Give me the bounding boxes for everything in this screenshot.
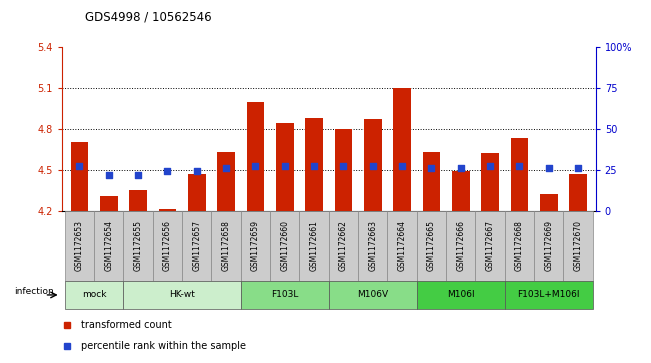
Point <box>397 163 408 169</box>
Bar <box>299 211 329 281</box>
Text: infection: infection <box>14 287 54 296</box>
Bar <box>387 211 417 281</box>
Bar <box>217 152 235 211</box>
Bar <box>417 281 505 309</box>
Bar <box>247 102 264 211</box>
Bar <box>212 211 241 281</box>
Bar <box>481 153 499 211</box>
Text: GSM1172653: GSM1172653 <box>75 220 84 272</box>
Bar <box>393 88 411 211</box>
Bar <box>153 211 182 281</box>
Bar <box>329 281 417 309</box>
Point <box>133 172 143 178</box>
Bar <box>130 190 147 211</box>
Bar <box>364 119 381 211</box>
Text: F103L: F103L <box>271 290 298 299</box>
Point <box>309 163 319 169</box>
Bar <box>100 196 118 211</box>
Point <box>339 163 349 169</box>
Point <box>544 165 554 171</box>
Bar <box>569 174 587 211</box>
Text: GSM1172669: GSM1172669 <box>544 220 553 272</box>
Point <box>250 163 260 169</box>
Bar <box>188 174 206 211</box>
Text: HK-wt: HK-wt <box>169 290 195 299</box>
Point <box>573 165 583 171</box>
Text: GSM1172656: GSM1172656 <box>163 220 172 272</box>
Text: M106V: M106V <box>357 290 388 299</box>
Bar <box>510 138 528 211</box>
Point <box>74 163 85 169</box>
Text: GSM1172655: GSM1172655 <box>133 220 143 272</box>
Bar <box>329 211 358 281</box>
Text: GSM1172658: GSM1172658 <box>221 220 230 272</box>
Text: GSM1172670: GSM1172670 <box>574 220 583 272</box>
Bar <box>182 211 212 281</box>
Text: GSM1172666: GSM1172666 <box>456 220 465 272</box>
Text: GSM1172668: GSM1172668 <box>515 220 524 272</box>
Bar <box>270 211 299 281</box>
Bar <box>241 281 329 309</box>
Bar <box>422 152 440 211</box>
Text: GSM1172667: GSM1172667 <box>486 220 495 272</box>
Point <box>456 165 466 171</box>
Point <box>368 163 378 169</box>
Bar <box>358 211 387 281</box>
Text: GSM1172664: GSM1172664 <box>398 220 407 272</box>
Bar <box>305 118 323 211</box>
Text: GSM1172657: GSM1172657 <box>192 220 201 272</box>
Bar <box>505 281 592 309</box>
Text: GSM1172654: GSM1172654 <box>104 220 113 272</box>
Point <box>221 165 231 171</box>
Point <box>191 168 202 174</box>
Text: GSM1172661: GSM1172661 <box>310 220 318 272</box>
Text: GSM1172662: GSM1172662 <box>339 220 348 272</box>
Text: F103L+M106I: F103L+M106I <box>518 290 580 299</box>
Bar <box>540 194 557 211</box>
Bar <box>475 211 505 281</box>
Bar <box>563 211 592 281</box>
Bar <box>505 211 534 281</box>
Text: GSM1172659: GSM1172659 <box>251 220 260 272</box>
Bar <box>65 211 94 281</box>
Bar <box>417 211 446 281</box>
Bar <box>124 281 241 309</box>
Point <box>485 163 495 169</box>
Bar <box>65 281 124 309</box>
Text: mock: mock <box>82 290 106 299</box>
Bar <box>124 211 153 281</box>
Point <box>104 172 114 178</box>
Bar <box>159 209 176 211</box>
Bar <box>446 211 475 281</box>
Bar <box>276 123 294 211</box>
Point <box>426 165 437 171</box>
Point <box>162 168 173 174</box>
Text: transformed count: transformed count <box>81 321 171 330</box>
Text: percentile rank within the sample: percentile rank within the sample <box>81 341 245 351</box>
Text: GSM1172663: GSM1172663 <box>368 220 377 272</box>
Text: GDS4998 / 10562546: GDS4998 / 10562546 <box>85 11 212 24</box>
Bar <box>94 211 124 281</box>
Text: M106I: M106I <box>447 290 475 299</box>
Bar <box>71 142 89 211</box>
Text: GSM1172660: GSM1172660 <box>281 220 289 272</box>
Point <box>514 163 525 169</box>
Bar <box>452 171 469 211</box>
Bar <box>241 211 270 281</box>
Text: GSM1172665: GSM1172665 <box>427 220 436 272</box>
Bar <box>335 129 352 211</box>
Bar <box>534 211 563 281</box>
Point <box>279 163 290 169</box>
